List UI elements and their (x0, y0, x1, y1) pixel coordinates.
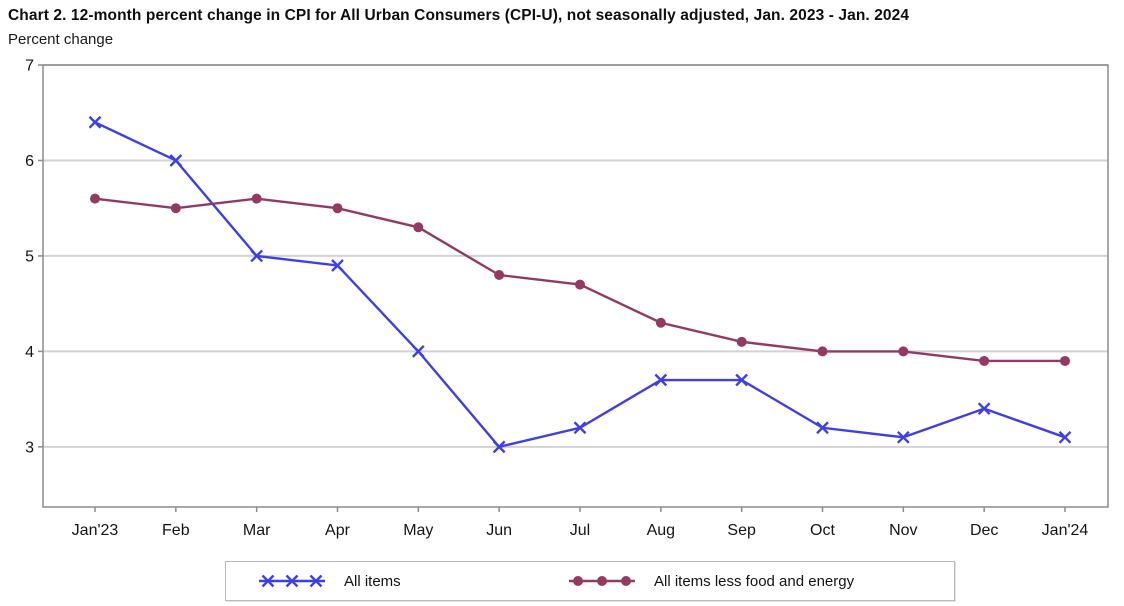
plot-frame (42, 64, 1109, 508)
dot-marker (251, 193, 262, 204)
dot-marker (332, 203, 343, 214)
dot-marker (573, 576, 583, 586)
series-all-items-less-food-and-energy (90, 193, 1070, 366)
x-marker (331, 259, 344, 272)
dot-marker (597, 576, 607, 586)
y-tick-label: 6 (25, 153, 34, 170)
x-marker (573, 421, 587, 435)
dot-marker (979, 355, 990, 366)
legend-entry-all-items: All items (258, 562, 401, 600)
x-tick-label: Sep (727, 522, 756, 539)
dot-marker (736, 336, 747, 347)
x-marker (654, 373, 668, 387)
legend-label-all-items-less-food-and-energy: All items less food and energy (654, 572, 855, 590)
x-tick-label: Nov (889, 522, 917, 539)
x-tick-label: Jan'23 (72, 522, 119, 539)
x-tick-label: Jan'24 (1042, 522, 1089, 539)
dot-marker (621, 576, 631, 586)
x-marker (1058, 430, 1072, 444)
x-marker (88, 115, 102, 129)
dot-marker (90, 193, 100, 204)
dot-marker (817, 346, 828, 357)
x-tick-label: Jul (570, 522, 590, 539)
x-tick-label: Apr (325, 522, 351, 539)
x-tick-label: May (403, 522, 433, 539)
x-marker (169, 154, 183, 167)
x-tick-label: Oct (810, 522, 835, 539)
legend: All items All items less food and energy (225, 561, 955, 601)
chart-title: Chart 2. 12-month percent change in CPI … (8, 7, 910, 24)
legend-label-all-items: All items (344, 572, 401, 590)
series-all-items (88, 115, 1072, 454)
x-marker (250, 249, 264, 263)
dot-marker (170, 203, 181, 214)
all-items-line-sample-icon (259, 574, 325, 588)
y-axis-unit-label: Percent change (8, 31, 114, 48)
dot-marker (655, 317, 666, 328)
x-tick-label: Mar (243, 522, 271, 539)
legend-entry-core: All items less food and energy (568, 562, 854, 600)
cpi-line-chart: 3 4 5 6 7 Jan'23 Feb Mar Apr May Jun Jul Aug Sep Oct No… (25, 58, 1109, 539)
dot-marker (575, 279, 585, 290)
dot-marker (1060, 355, 1070, 366)
x-marker (285, 574, 299, 588)
x-marker (816, 421, 829, 435)
x-marker (261, 574, 275, 588)
x-marker (977, 402, 991, 416)
dot-marker (413, 222, 424, 233)
x-tick-label: Jun (486, 522, 512, 539)
y-tick-label: 3 (25, 439, 34, 456)
y-tick-label: 5 (25, 248, 34, 265)
x-tick-label: Aug (647, 522, 675, 539)
x-marker (411, 345, 425, 358)
dot-marker (898, 346, 909, 357)
all-items-less-food-energy-line-sample-icon (569, 576, 635, 586)
x-tick-label: Feb (162, 522, 190, 539)
x-marker (309, 574, 323, 588)
x-tick-label: Dec (970, 522, 998, 539)
x-marker (896, 430, 910, 444)
dot-marker (494, 270, 505, 281)
y-tick-label: 4 (25, 344, 34, 361)
x-marker (735, 373, 749, 387)
y-tick-label: 7 (25, 58, 34, 75)
x-marker (492, 440, 506, 454)
